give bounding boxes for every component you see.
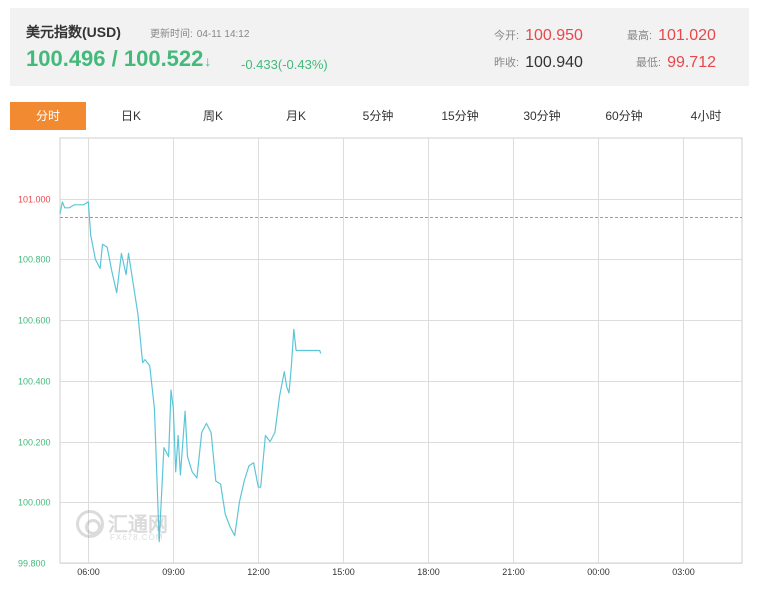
prev-close-stat: 昨收: 100.940 [494, 54, 583, 72]
price-change: -0.433(-0.43%) [241, 57, 328, 72]
open-value: 100.950 [525, 27, 583, 44]
period-tabs: 分时 日K 周K 月K 5分钟 15分钟 30分钟 60分钟 4小时 [10, 102, 749, 130]
x-tick-label: 09:00 [162, 567, 185, 577]
tab-weekly-k[interactable]: 周K [202, 109, 223, 123]
x-tick-label: 12:00 [247, 567, 270, 577]
tab-60min[interactable]: 60分钟 [605, 109, 643, 123]
low-label: 最低: [636, 57, 662, 69]
y-tick-label: 100.600 [18, 316, 51, 326]
price-series-line [59, 201, 322, 543]
y-tick-label: 100.800 [18, 255, 51, 265]
tab-4hour[interactable]: 4小时 [690, 109, 722, 123]
y-tick-label: 99.800 [18, 559, 46, 569]
tab-daily-k[interactable]: 日K [120, 109, 141, 123]
instrument-title: 美元指数(USD) [26, 24, 121, 40]
prev-close-value: 100.940 [525, 54, 583, 71]
open-label: 今开: [494, 30, 520, 42]
high-label: 最高: [627, 30, 653, 42]
bid-ask-price: 100.496 / 100.522↓ [26, 46, 211, 72]
x-tick-label: 21:00 [502, 567, 525, 577]
x-tick-label: 06:00 [77, 567, 100, 577]
update-label: 更新时间: [150, 29, 193, 40]
update-value: 04-11 14:12 [196, 29, 250, 40]
quote-header: 美元指数(USD) 更新时间: 04-11 14:12 100.496 / 100… [10, 8, 749, 86]
y-tick-label: 100.400 [18, 377, 51, 387]
y-tick-label: 100.000 [18, 498, 51, 508]
tab-15min[interactable]: 15分钟 [441, 109, 479, 123]
watermark-logo-icon [76, 510, 104, 538]
bid-ask-value: 100.496 / 100.522 [26, 46, 204, 71]
y-tick-label: 101.000 [18, 195, 51, 205]
tab-30min[interactable]: 30分钟 [523, 109, 561, 123]
tab-5min[interactable]: 5分钟 [362, 109, 394, 123]
x-tick-label: 00:00 [587, 567, 610, 577]
high-stat: 最高: 101.020 [627, 27, 716, 45]
x-tick-label: 03:00 [672, 567, 695, 577]
down-arrow-icon: ↓ [204, 53, 212, 69]
y-tick-label: 100.200 [18, 438, 51, 448]
plot-area [59, 137, 743, 564]
tab-intraday[interactable]: 分时 [10, 102, 86, 130]
open-stat: 今开: 100.950 [494, 27, 583, 45]
tab-monthly-k[interactable]: 月K [285, 109, 306, 123]
high-value: 101.020 [658, 27, 716, 44]
watermark-text: 汇通网 [108, 514, 168, 536]
update-time: 更新时间: 04-11 14:12 [150, 25, 253, 40]
x-tick-label: 15:00 [332, 567, 355, 577]
low-value: 99.712 [667, 54, 716, 71]
prev-close-label: 昨收: [494, 57, 520, 69]
x-tick-label: 18:00 [417, 567, 440, 577]
low-stat: 最低: 99.712 [636, 54, 716, 72]
watermark-subtext: FX678.COM [110, 533, 164, 542]
